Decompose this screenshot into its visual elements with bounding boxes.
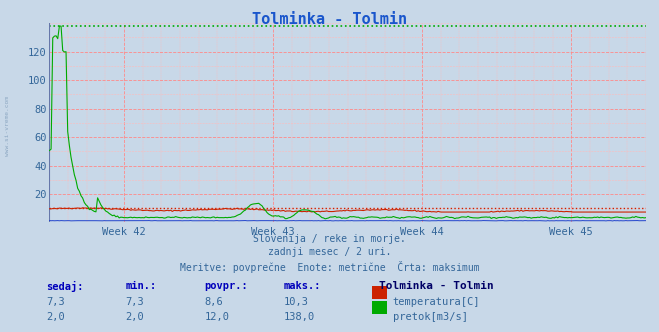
Text: 12,0: 12,0 [204,312,229,322]
Text: 7,3: 7,3 [46,297,65,307]
Text: 2,0: 2,0 [125,312,144,322]
Text: zadnji mesec / 2 uri.: zadnji mesec / 2 uri. [268,247,391,257]
Text: 10,3: 10,3 [283,297,308,307]
Text: 138,0: 138,0 [283,312,314,322]
Text: 2,0: 2,0 [46,312,65,322]
Text: sedaj:: sedaj: [46,281,84,291]
Text: maks.:: maks.: [283,281,321,290]
Text: Tolminka - Tolmin: Tolminka - Tolmin [252,12,407,27]
Text: povpr.:: povpr.: [204,281,248,290]
Text: temperatura[C]: temperatura[C] [393,297,480,307]
Text: pretok[m3/s]: pretok[m3/s] [393,312,468,322]
Text: Meritve: povprečne  Enote: metrične  Črta: maksimum: Meritve: povprečne Enote: metrične Črta:… [180,261,479,273]
Text: Tolminka - Tolmin: Tolminka - Tolmin [379,281,494,290]
Text: min.:: min.: [125,281,156,290]
Text: 8,6: 8,6 [204,297,223,307]
Text: www.si-vreme.com: www.si-vreme.com [5,96,11,156]
Text: 7,3: 7,3 [125,297,144,307]
Text: Slovenija / reke in morje.: Slovenija / reke in morje. [253,234,406,244]
